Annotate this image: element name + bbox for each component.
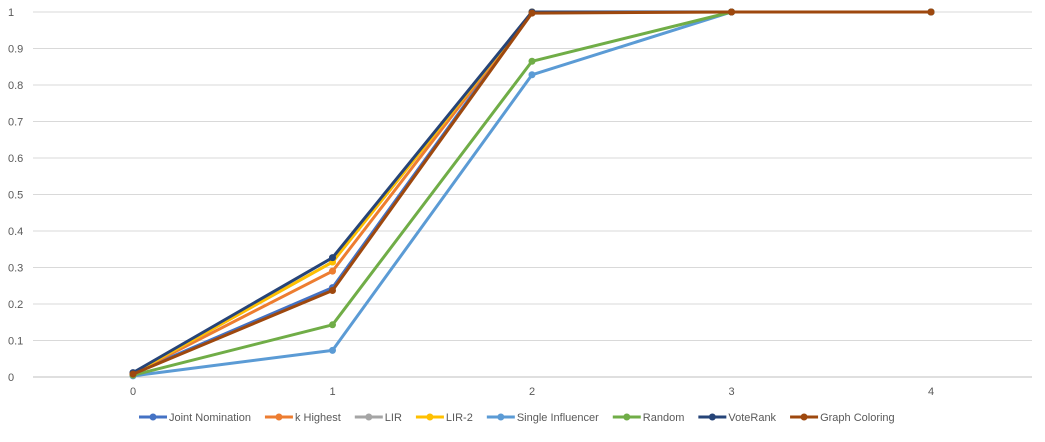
y-tick-label: 0.9	[8, 44, 23, 56]
data-point	[329, 254, 336, 262]
legend-swatch-marker	[623, 413, 631, 421]
legend-swatch-marker	[497, 413, 505, 421]
legend-item: Joint Nomination	[139, 412, 251, 424]
legend-swatch-marker	[426, 413, 434, 421]
data-point	[528, 9, 536, 17]
legend-item: Single Influencer	[486, 412, 599, 424]
legend-item: Random	[612, 412, 685, 424]
y-tick-label: 0.7	[8, 117, 23, 129]
legend-item: VoteRank	[698, 412, 777, 424]
data-point	[329, 321, 336, 329]
series-line	[131, 10, 933, 375]
legend-item: LIR	[354, 412, 402, 424]
series-line	[131, 10, 933, 375]
legend-swatch-marker	[800, 413, 808, 421]
data-point	[329, 286, 336, 294]
x-axis-tick-labels: 0 1 2 3 4	[130, 386, 934, 398]
data-point	[728, 8, 735, 16]
y-axis-tick-labels: 0 0.1 0.2 0.3 0.4 0.5 0.6 0.7 0.8 0.9 1	[8, 7, 23, 384]
x-tick-label: 2	[529, 386, 535, 398]
series-line	[131, 10, 933, 375]
x-tick-label: 4	[928, 386, 934, 398]
data-point	[129, 370, 137, 378]
legend: Joint Nomination k Highest LIR LIR-2 Single …	[139, 412, 895, 424]
legend-swatch-marker	[275, 413, 283, 421]
legend-swatch-marker	[365, 413, 373, 421]
y-tick-label: 0.6	[8, 153, 23, 165]
legend-item: LIR-2	[415, 412, 473, 424]
x-tick-label: 1	[329, 386, 335, 398]
legend-swatch-marker	[149, 413, 157, 421]
series-line	[131, 10, 933, 375]
x-tick-label: 0	[130, 386, 136, 398]
gridlines	[33, 11, 1032, 378]
plot-series	[129, 8, 935, 380]
x-tick-label: 3	[728, 386, 734, 398]
legend-label: LIR	[385, 412, 402, 424]
legend-label: LIR-2	[446, 412, 473, 424]
legend-label: Random	[643, 412, 685, 424]
data-point	[528, 71, 536, 79]
series-line	[131, 10, 933, 376]
data-point	[329, 267, 336, 275]
data-point	[927, 8, 935, 16]
y-tick-label: 0.4	[8, 226, 23, 238]
y-tick-label: 0.3	[8, 263, 23, 275]
legend-label: Joint Nomination	[169, 412, 251, 424]
y-tick-label: 0.1	[8, 336, 23, 348]
series-7	[129, 8, 935, 378]
y-tick-label: 0	[8, 372, 14, 384]
y-tick-label: 0.8	[8, 80, 23, 92]
y-tick-label: 0.2	[8, 299, 23, 311]
y-tick-label: 0.5	[8, 190, 23, 202]
legend-swatch-marker	[708, 413, 716, 421]
legend-label: Graph Coloring	[820, 412, 895, 424]
series-line	[131, 10, 933, 375]
legend-item: Graph Coloring	[790, 412, 895, 424]
data-point	[329, 346, 336, 354]
legend-item: k Highest	[264, 412, 341, 424]
legend-label: VoteRank	[728, 412, 776, 424]
legend-label: Single Influencer	[517, 412, 599, 424]
legend-label: k Highest	[295, 412, 341, 424]
data-point	[528, 57, 536, 65]
y-tick-label: 1	[8, 7, 14, 19]
